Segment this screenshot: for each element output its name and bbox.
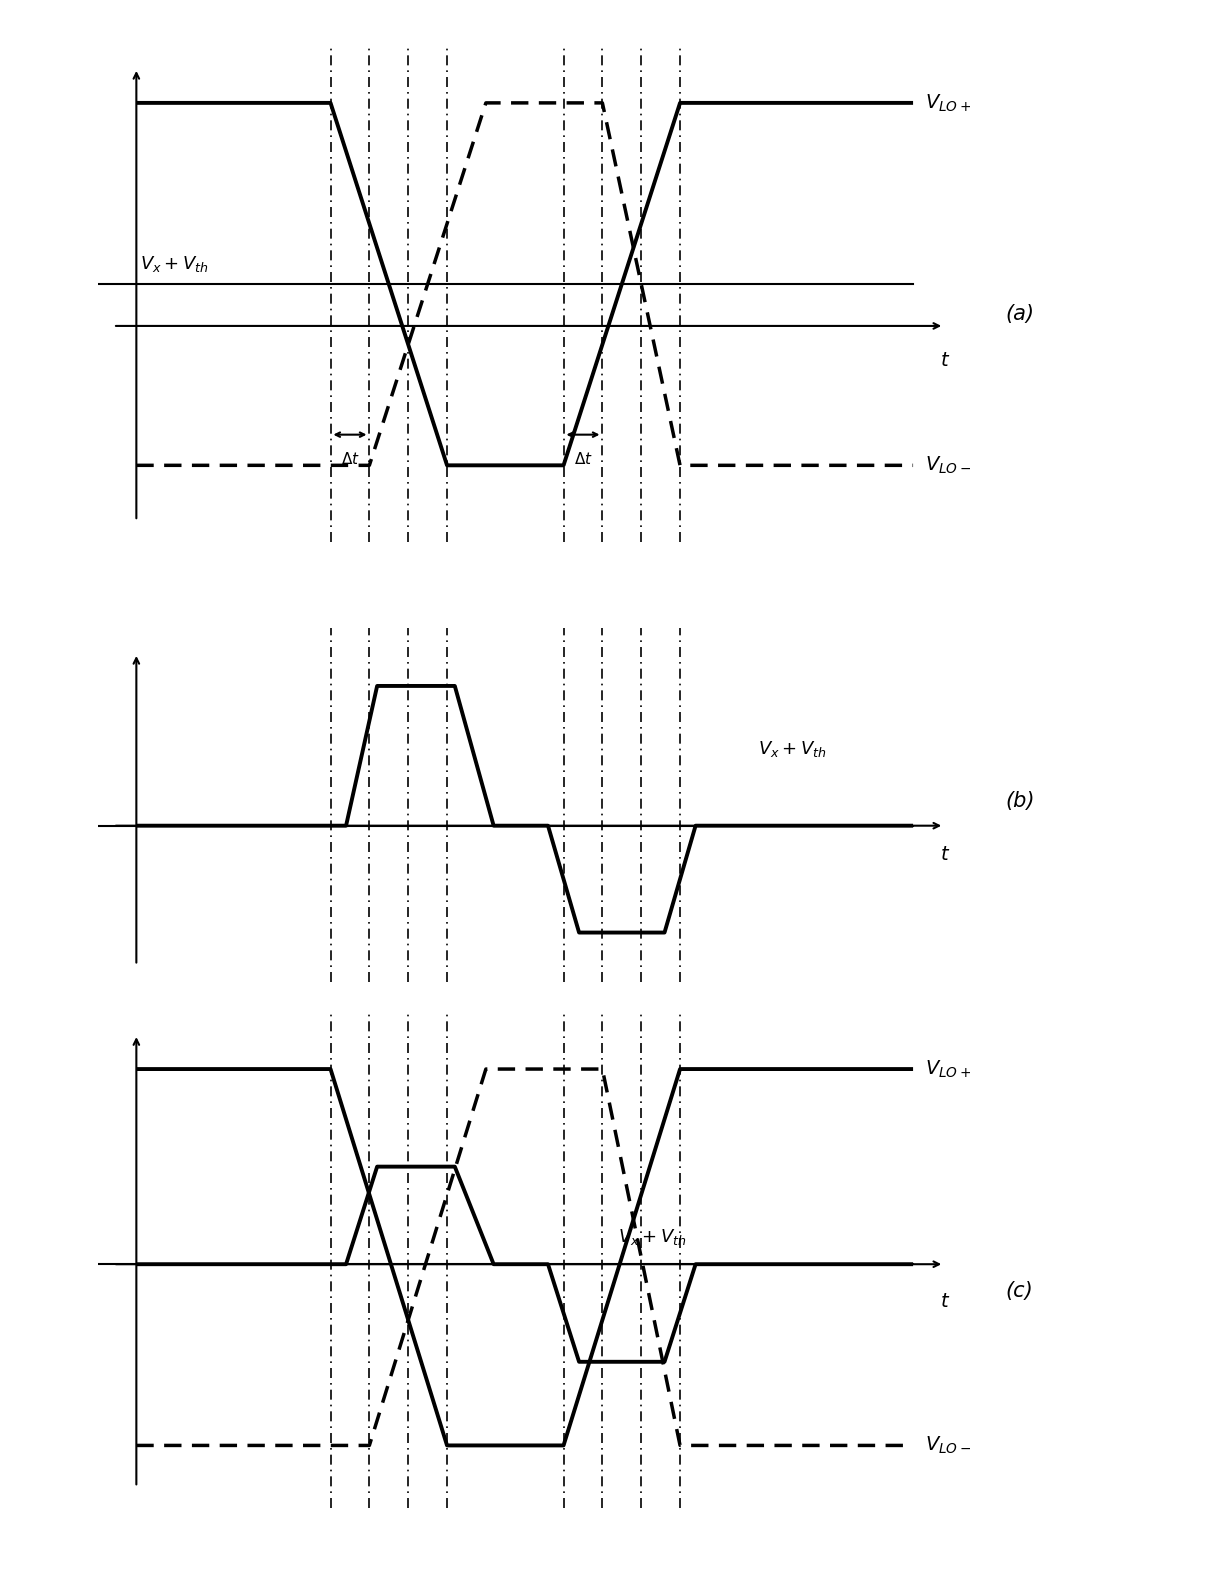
Text: $\Delta t$: $\Delta t$ (340, 451, 360, 468)
Text: $t$: $t$ (940, 350, 951, 371)
Text: (a): (a) (1006, 305, 1035, 324)
Text: $V_{LO-}$: $V_{LO-}$ (925, 1434, 972, 1456)
Text: $\Delta t$: $\Delta t$ (573, 451, 592, 468)
Text: $t$: $t$ (940, 1291, 951, 1312)
Text: $V_x+V_{th}$: $V_x+V_{th}$ (140, 255, 208, 275)
Text: $V_x+V_{th}$: $V_x+V_{th}$ (758, 738, 826, 759)
Text: $V_{LO-}$: $V_{LO-}$ (925, 454, 972, 476)
Text: (c): (c) (1006, 1282, 1034, 1301)
Text: $V_x+V_{th}$: $V_x+V_{th}$ (618, 1227, 686, 1247)
Text: $t$: $t$ (940, 845, 951, 864)
Text: (b): (b) (1006, 792, 1035, 811)
Text: $V_{LO+}$: $V_{LO+}$ (925, 1059, 972, 1079)
Text: $V_{LO+}$: $V_{LO+}$ (925, 93, 972, 113)
